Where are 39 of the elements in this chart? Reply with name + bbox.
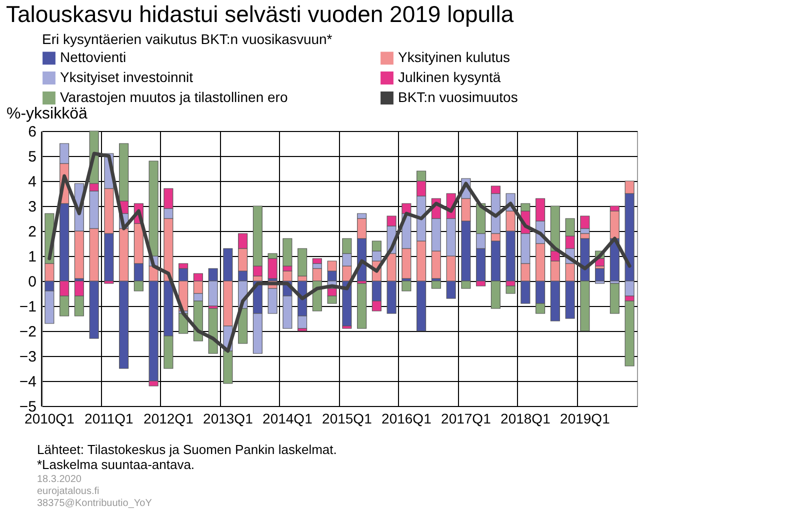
legend-label: Yksityinen kulutus (398, 49, 510, 66)
y-tick-label: 6 (28, 124, 36, 140)
y-tick-label: 0 (28, 274, 36, 290)
legend-label: BKT:n vuosimuutos (398, 89, 518, 105)
text: eurojatalous.fi (37, 486, 100, 497)
y-axis-title: %-yksikköä (6, 106, 88, 122)
legend-label: Yksityiset investoinnit (60, 69, 194, 85)
x-tick-label: 2013Q1 (203, 410, 254, 426)
x-tick-label: 2012Q1 (144, 410, 194, 426)
x-tick-label: 2019Q1 (560, 410, 610, 426)
y-tick-label: 1 (28, 248, 36, 266)
y-tick-label: 4 (28, 174, 36, 190)
legend-title: Eri kysyntäerien vaikutus BKT:n vuosikasvuun* (42, 31, 333, 47)
text: 18.3.2020 (37, 474, 82, 485)
line-series (48, 152, 632, 353)
text: Lähteet: Tilastokeskus ja Suomen Pankin laskelmat. (37, 442, 337, 457)
x-tick-label: 2015Q1 (322, 410, 372, 426)
y-tick-label: −2 (19, 324, 36, 340)
y-tick-label: 3 (28, 198, 36, 216)
legend-label: Varastojen muutos ja tilastollinen ero (60, 89, 288, 105)
x-tick-label: 2011Q1 (84, 410, 134, 426)
bar (208, 308, 218, 354)
y-tick-label: −4 (19, 374, 36, 390)
legend-label: Nettovienti (60, 49, 126, 66)
legend-label: Julkinen kysyntä (398, 69, 501, 85)
chart-title: Talouskasvu hidastui selvästi vuoden 2019 lopulla (6, 1, 514, 27)
y-tick-label: −1 (19, 298, 36, 316)
x-tick-label: 2010Q1 (24, 410, 75, 426)
y-tick-label: 2 (28, 224, 36, 240)
y-tick-label: −3 (19, 348, 36, 366)
y-tick-label: 5 (28, 148, 36, 166)
bar (610, 283, 620, 314)
x-tick-label: 2017Q1 (441, 410, 492, 426)
x-tick-label: 2018Q1 (500, 410, 551, 426)
text: 38375@Kontribuutio_YoY (37, 498, 152, 509)
bar (357, 283, 367, 329)
x-tick-label: 2014Q1 (262, 410, 313, 426)
text: *Laskelma suuntaa-antava. (37, 457, 195, 472)
x-tick-label: 2016Q1 (382, 410, 432, 426)
